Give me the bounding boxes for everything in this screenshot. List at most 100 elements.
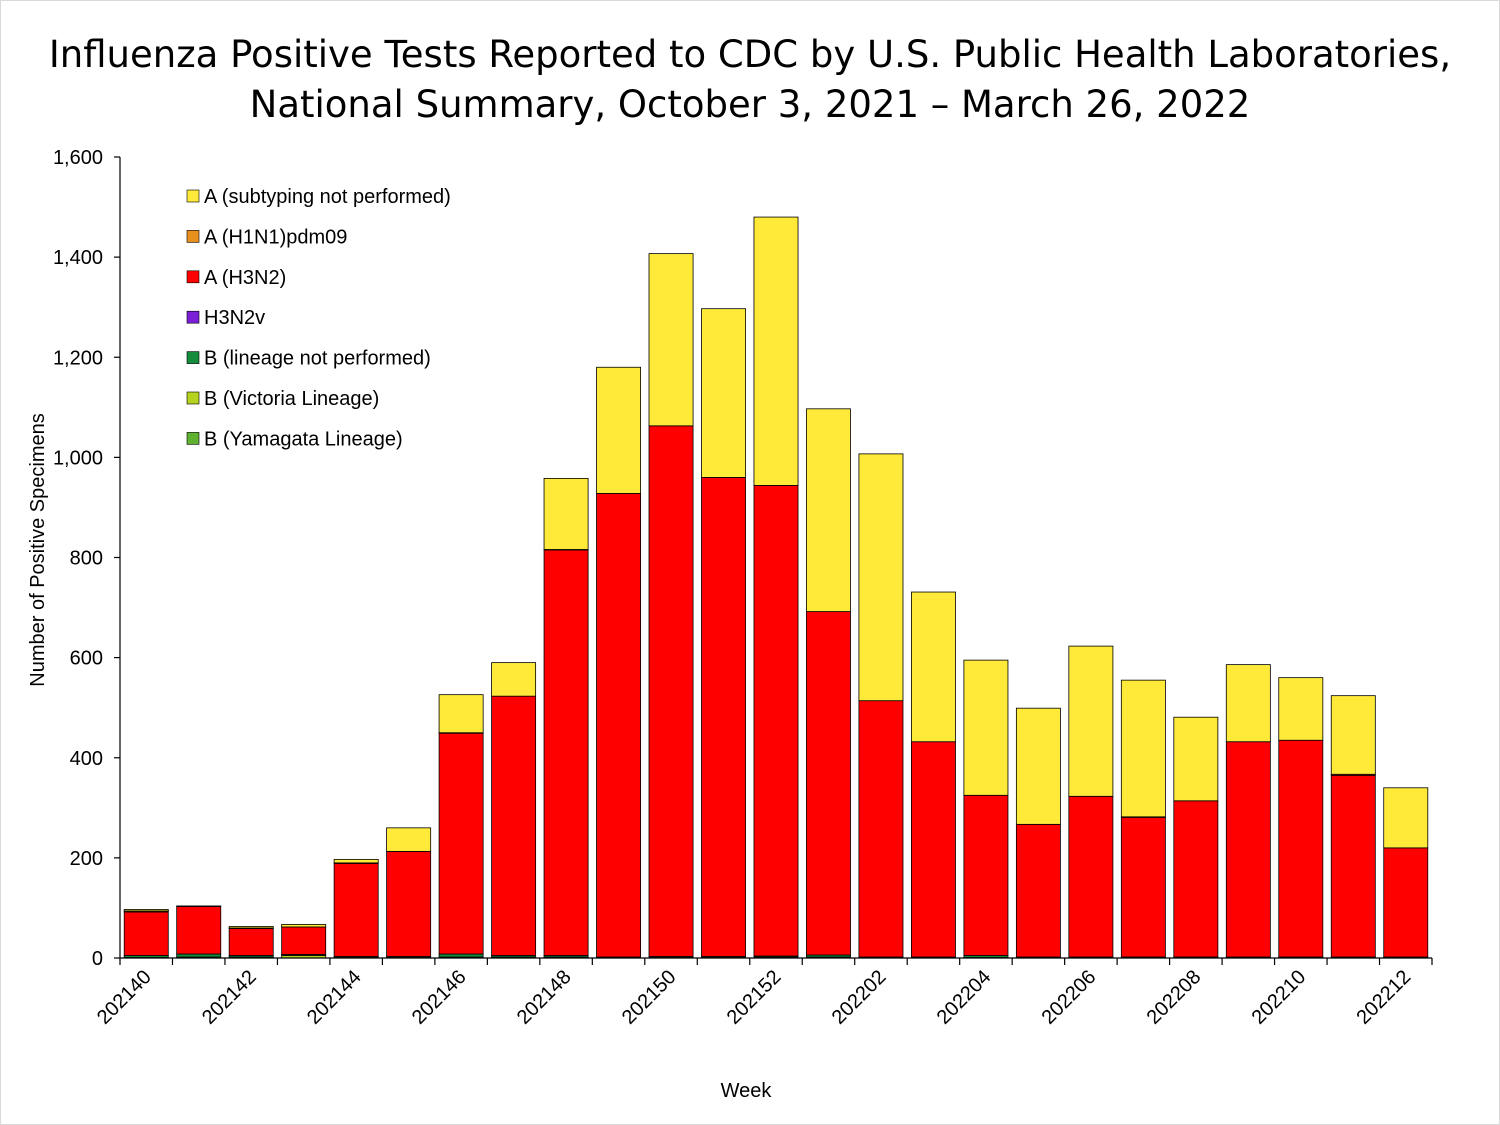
y-tick-label: 1,200 — [53, 347, 103, 369]
bar-202140-a-subtyping-not-performed — [123, 909, 169, 912]
bar-202152-a-subtyping-not-performed — [753, 216, 799, 486]
legend-swatch — [186, 432, 200, 445]
bar-202209-a-subtyping-not-performed — [1225, 664, 1271, 743]
bar-202204-a-subtyping-not-performed — [963, 659, 1009, 796]
legend-label: B (Yamagata Lineage) — [204, 428, 403, 450]
bar-202148-a-subtyping-not-performed — [543, 477, 589, 550]
bar-202207-a-subtyping-not-performed — [1120, 679, 1166, 818]
bar-202151-a-subtyping-not-performed — [701, 308, 746, 478]
bar-202146-b-lineage-not-performed — [438, 953, 484, 958]
legend-item: B (Victoria Lineage) — [186, 388, 379, 410]
legend-item: A (subtyping not performed) — [186, 186, 451, 208]
chart-title-line-2: National Summary, October 3, 2021 – Marc… — [249, 83, 1251, 126]
x-tick-label: 202146 — [408, 966, 471, 1029]
x-tick-label: 202210 — [1248, 966, 1311, 1029]
y-tick-label: 200 — [70, 848, 103, 870]
bar-202145-a-subtyping-not-performed — [386, 827, 432, 852]
legend-label: B (Victoria Lineage) — [204, 388, 379, 410]
bar-202148-a-h3n2 — [543, 549, 589, 956]
legend-swatch — [186, 189, 200, 203]
bar-202141-a-h1n1-pdm09 — [176, 905, 222, 907]
bar-202143-a-h3n2 — [281, 926, 327, 955]
bar-202147-a-subtyping-not-performed — [491, 662, 537, 697]
legend-swatch — [186, 230, 200, 243]
legend-label: A (H3N2) — [204, 267, 286, 289]
bar-202209-a-h3n2 — [1225, 741, 1271, 958]
bar-202203-a-subtyping-not-performed — [911, 591, 956, 743]
bar-202145-a-h3n2 — [386, 850, 432, 957]
x-tick-label: 202140 — [93, 966, 156, 1029]
bar-202150-a-subtyping-not-performed — [648, 253, 694, 427]
x-tick-label: 202142 — [198, 966, 261, 1029]
bar-202206-a-subtyping-not-performed — [1068, 645, 1114, 797]
legend-swatch — [186, 270, 200, 284]
x-tick-label: 202204 — [933, 966, 996, 1029]
bar-202210-a-subtyping-not-performed — [1278, 677, 1324, 741]
chart-title: Influenza Positive Tests Reported to CDC… — [0, 30, 1500, 130]
bar-202144-a-h3n2 — [333, 862, 379, 957]
x-tick-label: 202206 — [1038, 966, 1101, 1029]
x-tick-label: 202208 — [1143, 966, 1206, 1029]
bar-202205-a-h3n2 — [1015, 823, 1061, 958]
y-tick-label: 0 — [92, 948, 103, 970]
legend-label: B (lineage not performed) — [204, 348, 431, 370]
bar-202204-a-h3n2 — [963, 794, 1009, 956]
legend-item: A (H3N2) — [186, 267, 286, 289]
bar-202202-a-subtyping-not-performed — [858, 453, 904, 702]
bar-202141-a-h3n2 — [176, 906, 222, 955]
bar-202140-a-h3n2 — [123, 911, 169, 956]
bar-202211-a-subtyping-not-performed — [1330, 695, 1376, 775]
bar-202146-a-h3n2 — [438, 732, 484, 955]
bar-202152-a-h3n2 — [753, 485, 799, 957]
bar-202151-a-h3n2 — [701, 476, 746, 957]
y-tick-label: 1,000 — [53, 447, 103, 469]
x-tick-label: 202144 — [303, 966, 366, 1029]
legend-item: B (Yamagata Lineage) — [186, 428, 403, 450]
y-tick-label: 1,600 — [53, 147, 103, 169]
bar-202210-a-h3n2 — [1278, 739, 1324, 958]
legend: A (subtyping not performed) A (H1N1)pdm09… — [186, 186, 451, 450]
bar-202208-a-subtyping-not-performed — [1173, 716, 1219, 802]
y-tick-label: 600 — [70, 648, 103, 670]
legend-swatch — [186, 310, 200, 324]
legend-swatch — [186, 351, 200, 364]
bar-202149-a-subtyping-not-performed — [596, 366, 642, 494]
legend-swatch — [186, 391, 200, 405]
x-tick-label: 202202 — [828, 966, 891, 1029]
bar-202202-a-h3n2 — [858, 700, 904, 958]
bar-202150-a-h3n2 — [648, 425, 694, 957]
bar-202203-a-h3n2 — [911, 741, 956, 958]
legend-item: A (H1N1)pdm09 — [186, 226, 347, 248]
bar-202149-a-h3n2 — [596, 493, 642, 958]
y-axis-title: Number of Positive Specimens — [27, 413, 49, 686]
bar-202208-a-h3n2 — [1173, 800, 1219, 958]
y-tick-label: 400 — [70, 748, 103, 770]
bar-202212-a-subtyping-not-performed — [1383, 787, 1429, 849]
legend-item: H3N2v — [186, 307, 265, 329]
bar-202201-a-subtyping-not-performed — [806, 408, 851, 612]
bars-group — [123, 216, 1429, 959]
x-tick-label: 202212 — [1353, 966, 1416, 1029]
x-tick-label: 202148 — [513, 966, 576, 1029]
bar-202212-a-h3n2 — [1383, 847, 1429, 958]
chart-title-line-1: Influenza Positive Tests Reported to CDC… — [48, 33, 1452, 76]
bar-202201-a-h3n2 — [806, 611, 851, 956]
legend-label: H3N2v — [204, 307, 265, 329]
bar-202147-a-h3n2 — [491, 695, 537, 956]
legend-label: A (subtyping not performed) — [204, 186, 451, 208]
bar-202207-a-h3n2 — [1120, 816, 1166, 958]
x-axis-title: Week — [721, 1080, 773, 1102]
bar-202142-a-subtyping-not-performed — [228, 926, 274, 929]
bar-202144-a-subtyping-not-performed — [333, 858, 379, 864]
y-tick-label: 800 — [70, 548, 103, 570]
x-tick-label: 202150 — [618, 966, 681, 1029]
bar-202141-b-lineage-not-performed — [176, 953, 222, 958]
legend-label: A (H1N1)pdm09 — [204, 226, 347, 248]
bar-202206-a-h3n2 — [1068, 795, 1114, 958]
y-tick-label: 1,400 — [53, 247, 103, 269]
bar-202142-a-h3n2 — [228, 928, 274, 956]
bar-202211-a-h3n2 — [1330, 774, 1376, 958]
x-tick-label: 202152 — [723, 966, 786, 1029]
legend-item: B (lineage not performed) — [186, 348, 431, 370]
